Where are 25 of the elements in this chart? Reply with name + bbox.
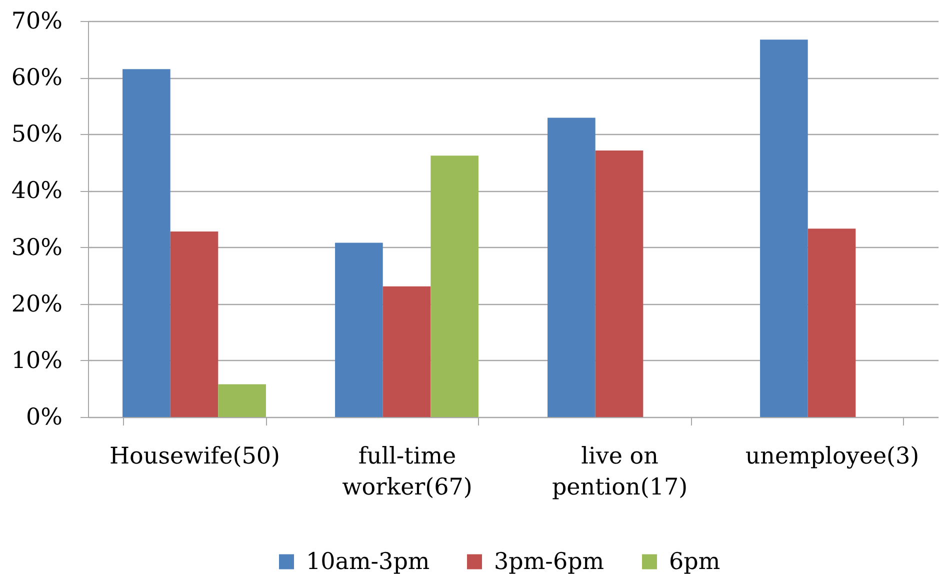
legend-label: 3pm-6pm — [494, 548, 604, 574]
x-tick-label: full-time worker(67) — [342, 444, 472, 500]
bar — [335, 242, 383, 417]
y-tick-label: 20% — [11, 291, 62, 318]
bar — [382, 286, 431, 417]
y-tick-label: 0% — [26, 404, 62, 430]
bar — [808, 228, 856, 417]
y-tick-label: 30% — [11, 234, 62, 261]
x-tick-label: unemployee(3) — [745, 444, 920, 470]
legend-label: 6pm — [669, 548, 720, 574]
y-tick-label: 70% — [11, 8, 62, 34]
y-tick-label: 40% — [11, 178, 62, 204]
y-tick-label: 10% — [11, 348, 62, 374]
y-tick-label: 60% — [11, 65, 62, 92]
bar — [122, 69, 170, 417]
bar — [760, 40, 808, 417]
y-tick-label: 50% — [11, 122, 62, 148]
legend-label: 10am-3pm — [306, 548, 430, 574]
bar — [218, 384, 266, 417]
bar — [548, 118, 596, 417]
bar — [430, 156, 478, 417]
bar — [170, 231, 218, 417]
x-tick-label: live on pention(17) — [552, 444, 688, 500]
bar — [595, 150, 644, 417]
x-tick-label: Housewife(50) — [109, 444, 280, 470]
